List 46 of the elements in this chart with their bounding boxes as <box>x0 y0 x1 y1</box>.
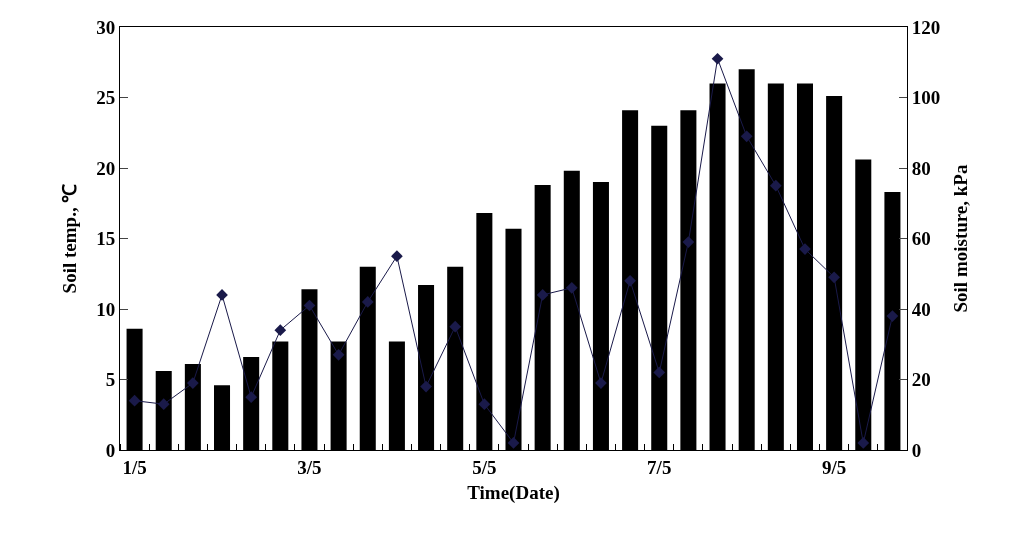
point <box>828 271 840 284</box>
point <box>653 366 666 379</box>
y2-tick-label: 80 <box>911 157 931 179</box>
y-tick-label: 10 <box>96 298 116 320</box>
y2-tick-label: 0 <box>911 439 922 461</box>
y-tick-label: 30 <box>96 16 116 38</box>
point <box>420 380 432 393</box>
point <box>303 299 316 312</box>
y2-tick-label: 120 <box>911 16 941 38</box>
y2-axis-title: Soil moisture, kPa <box>950 164 972 313</box>
point <box>128 394 141 407</box>
point <box>478 398 491 411</box>
point <box>332 348 345 361</box>
y2-tick-label: 60 <box>911 228 931 250</box>
y2-tick-label: 20 <box>911 369 931 391</box>
x-tick-label: 1/5 <box>122 456 147 478</box>
point <box>187 377 199 389</box>
point <box>682 236 695 248</box>
point <box>245 391 258 403</box>
x-axis-title: Time(Date) <box>467 481 560 504</box>
y2-tick-label: 40 <box>911 298 931 320</box>
y-tick-label: 5 <box>105 369 116 391</box>
point <box>565 282 578 294</box>
x-tick-label: 7/5 <box>647 456 672 478</box>
point <box>857 437 870 449</box>
point <box>624 274 636 287</box>
point <box>769 179 782 192</box>
point <box>274 324 287 336</box>
point <box>711 52 724 65</box>
point <box>361 296 374 308</box>
y-axis-title: Soil temp., ℃ <box>59 183 81 294</box>
x-tick-label: 5/5 <box>472 456 497 478</box>
y-tick-label: 20 <box>96 157 116 179</box>
point <box>449 320 462 333</box>
x-tick-label: 9/5 <box>821 456 847 478</box>
point <box>157 398 170 411</box>
y-tick-label: 0 <box>105 439 116 461</box>
point <box>740 130 753 143</box>
point <box>886 310 899 322</box>
y2-tick-label: 100 <box>911 87 941 109</box>
x-tick-label: 3/5 <box>297 456 322 478</box>
point <box>391 250 403 262</box>
point <box>507 437 520 449</box>
point <box>536 289 549 301</box>
y-tick-label: 15 <box>96 228 116 250</box>
y-tick-label: 25 <box>96 87 116 109</box>
